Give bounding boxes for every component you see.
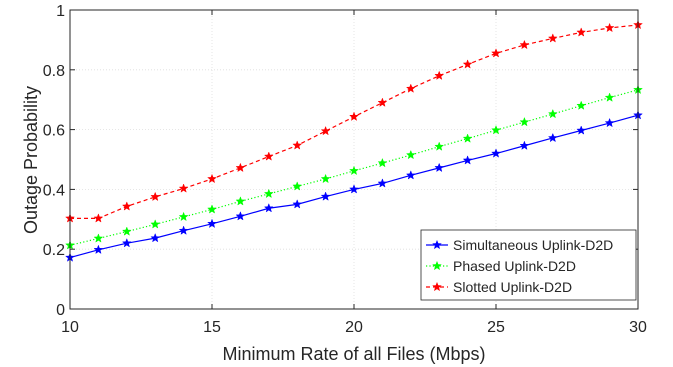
data-point-marker — [576, 125, 587, 135]
data-point-marker — [93, 244, 104, 255]
data-point-marker — [547, 132, 558, 143]
data-point-marker — [491, 48, 501, 58]
x-tick-label: 30 — [629, 319, 647, 336]
data-point-marker — [150, 191, 161, 202]
y-axis-title: Outage Probability — [21, 86, 41, 234]
x-tick-label: 10 — [61, 319, 79, 336]
legend-marker — [432, 260, 442, 271]
data-point-marker — [207, 173, 217, 184]
data-point-marker — [121, 226, 132, 236]
data-point-marker — [462, 155, 473, 165]
data-point-marker — [292, 140, 303, 150]
legend-box — [420, 229, 637, 301]
data-point-marker — [178, 183, 189, 193]
data-point-marker — [405, 149, 416, 160]
data-point-marker — [235, 196, 246, 206]
data-point-marker — [519, 140, 530, 150]
data-point-marker — [434, 162, 445, 173]
legend-marker — [432, 239, 442, 250]
data-point-marker — [377, 97, 388, 107]
data-point-marker — [292, 181, 303, 191]
legend-label: Slotted Uplink-D2D — [453, 279, 572, 295]
data-point-marker — [121, 201, 132, 211]
data-point-marker — [263, 188, 274, 199]
legend-label: Simultaneous Uplink-D2D — [453, 237, 613, 253]
y-tick-label: 0 — [56, 302, 65, 319]
data-point-marker — [263, 151, 274, 161]
data-point-marker — [434, 141, 445, 151]
series-1 — [65, 110, 643, 262]
data-point-marker — [320, 191, 331, 201]
data-point-marker — [320, 173, 331, 184]
data-point-marker — [320, 125, 331, 136]
plot-area-frame — [69, 9, 639, 310]
data-point-marker — [434, 70, 445, 80]
data-point-marker — [377, 178, 388, 188]
data-point-marker — [121, 238, 132, 248]
data-point-marker — [263, 203, 274, 213]
data-point-marker — [576, 100, 587, 110]
data-point-marker — [519, 116, 530, 127]
data-point-marker — [349, 184, 359, 194]
data-point-marker — [292, 199, 303, 209]
data-point-marker — [349, 165, 359, 176]
series-3 — [65, 19, 643, 223]
x-tick-label: 15 — [203, 319, 221, 336]
data-point-marker — [547, 108, 558, 119]
data-point-marker — [207, 204, 217, 214]
y-tick-label: 0.2 — [43, 242, 65, 259]
data-point-marker — [462, 133, 473, 143]
x-tick-label: 20 — [345, 319, 363, 336]
data-point-marker — [405, 83, 416, 93]
data-point-marker — [93, 213, 104, 223]
data-point-marker — [604, 92, 615, 102]
y-tick-label: 0.8 — [43, 63, 65, 80]
data-point-marker — [491, 124, 501, 135]
data-point-marker — [150, 232, 161, 243]
data-point-marker — [576, 27, 587, 37]
data-point-marker — [235, 162, 246, 173]
legend-marker — [432, 281, 442, 292]
data-point-marker — [491, 148, 501, 158]
legend-label: Phased Uplink-D2D — [453, 258, 576, 274]
data-point-marker — [604, 117, 615, 128]
x-axis-title: Minimum Rate of all Files (Mbps) — [222, 344, 485, 364]
data-series — [65, 19, 643, 262]
series-line — [69, 89, 639, 246]
data-point-marker — [377, 157, 388, 168]
data-point-marker — [150, 219, 161, 229]
data-point-marker — [207, 218, 217, 229]
data-point-marker — [93, 233, 104, 243]
y-tick-label: 0.6 — [43, 123, 65, 140]
tick-labels: 10 15 20 25 30 0 0.2 0.4 0.6 0.8 1 — [43, 3, 647, 336]
data-point-marker — [547, 33, 558, 43]
data-point-marker — [604, 22, 615, 33]
data-point-marker — [235, 211, 246, 221]
x-tick-label: 25 — [487, 319, 505, 336]
y-tick-label: 1 — [56, 3, 65, 20]
data-point-marker — [405, 170, 416, 180]
data-point-marker — [178, 225, 189, 235]
data-point-marker — [178, 211, 189, 222]
y-tick-label: 0.4 — [43, 182, 65, 199]
data-point-marker — [349, 111, 359, 121]
data-point-marker — [519, 39, 530, 50]
legend: Simultaneous Uplink-D2D Phased Uplink-D2D… — [420, 229, 637, 301]
data-point-marker — [462, 59, 473, 69]
